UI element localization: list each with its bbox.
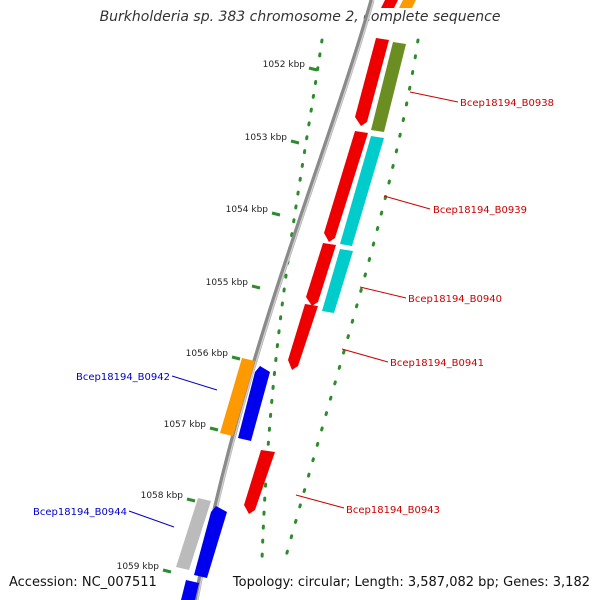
scale-label: 1055 kbp bbox=[206, 278, 249, 288]
backbone-highlight bbox=[196, 0, 375, 600]
gene-label[interactable]: Bcep18194_B0943 bbox=[346, 505, 440, 516]
scale-label: 1056 kbp bbox=[186, 349, 229, 359]
scale-label: 1058 kbp bbox=[141, 491, 184, 501]
scale-ticks bbox=[162, 66, 318, 574]
gene-label[interactable]: Bcep18194_B0940 bbox=[408, 294, 502, 305]
gene-label[interactable]: Bcep18194_B0942 bbox=[76, 372, 170, 383]
map-title: Burkholderia sp. 383 chromosome 2, compl… bbox=[99, 9, 501, 25]
accession-label: Accession: bbox=[9, 575, 78, 590]
label-leaders bbox=[128, 91, 459, 528]
accession-value: NC_007511 bbox=[81, 575, 157, 590]
gene-label[interactable]: Bcep18194_B0939 bbox=[433, 205, 527, 216]
gene-red[interactable] bbox=[306, 243, 336, 306]
gene-orange[interactable] bbox=[220, 358, 255, 436]
gene-red[interactable] bbox=[288, 304, 318, 370]
inner-tick-track bbox=[283, 38, 420, 562]
gene-blue[interactable] bbox=[194, 506, 227, 578]
gene-red[interactable] bbox=[381, 0, 398, 8]
scale-label: 1053 kbp bbox=[245, 133, 288, 143]
gene-blue[interactable] bbox=[238, 366, 270, 441]
gene-red[interactable] bbox=[244, 450, 275, 514]
scale-label: 1054 kbp bbox=[226, 205, 269, 215]
gene-label[interactable]: Bcep18194_B0941 bbox=[390, 358, 484, 369]
reverse-genes bbox=[176, 358, 270, 600]
gene-blue[interactable] bbox=[181, 580, 199, 600]
gene-label[interactable]: Bcep18194_B0944 bbox=[33, 507, 127, 518]
gene-cyan[interactable] bbox=[322, 249, 353, 313]
gene-gray[interactable] bbox=[176, 498, 211, 570]
scale-label: 1052 kbp bbox=[263, 60, 306, 70]
scale-label: 1057 kbp bbox=[164, 420, 207, 430]
genome-backbone bbox=[193, 0, 375, 600]
gene-red[interactable] bbox=[324, 131, 368, 242]
scale-label: 1059 kbp bbox=[117, 562, 160, 572]
accession-info: Accession: NC_007511 bbox=[9, 575, 157, 590]
forward-genes bbox=[244, 0, 416, 514]
topology-info: Topology: circular; Length: 3,587,082 bp… bbox=[232, 575, 590, 590]
gene-olive[interactable] bbox=[371, 42, 406, 132]
gene-label[interactable]: Bcep18194_B0938 bbox=[460, 98, 554, 109]
gene-orange[interactable] bbox=[399, 0, 416, 8]
gene-red[interactable] bbox=[355, 38, 389, 126]
gene-cyan[interactable] bbox=[340, 136, 384, 246]
